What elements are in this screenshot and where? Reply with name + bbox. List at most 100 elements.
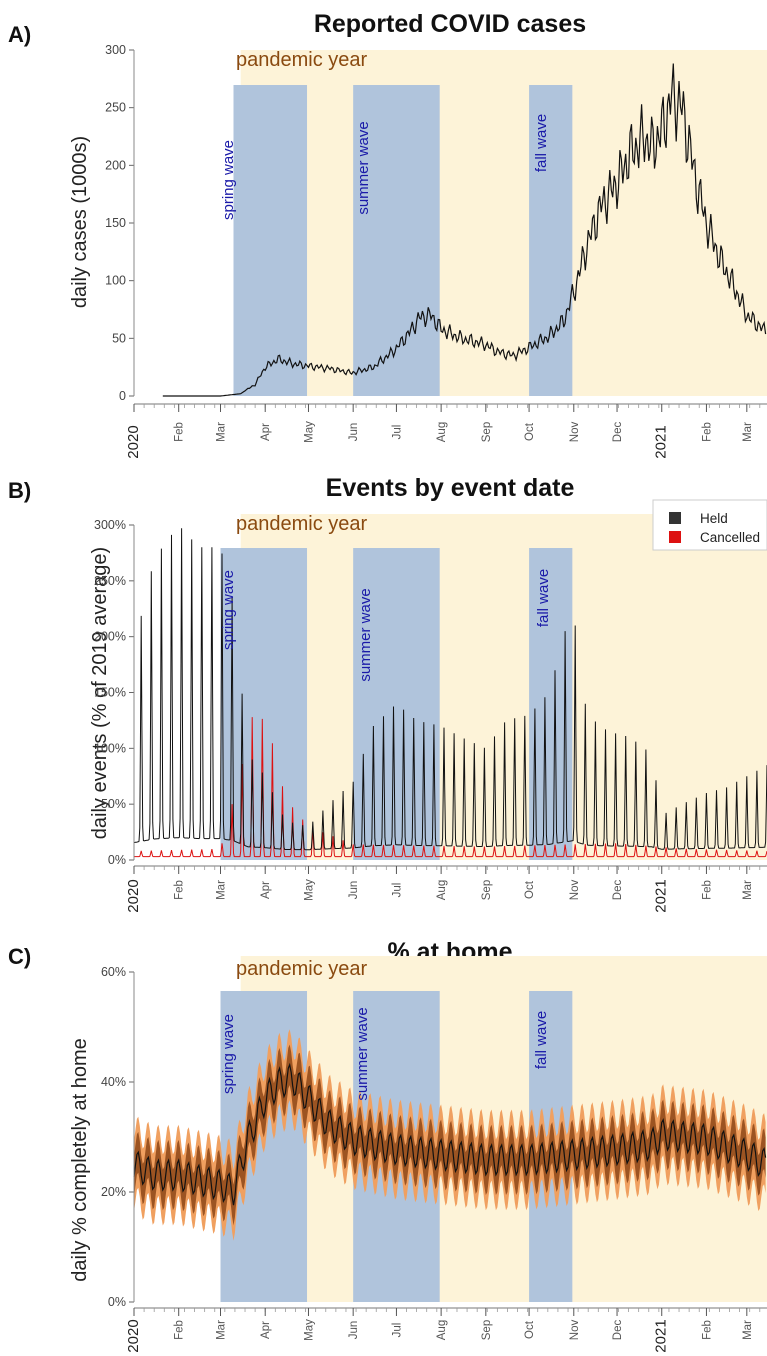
x-tick-label: Jul — [391, 1323, 403, 1338]
x-tick-label: Mar — [742, 1320, 754, 1340]
series-line-cases — [162, 63, 767, 397]
y-tick-label: 0% — [108, 853, 126, 867]
series-line-cancelled — [134, 717, 767, 858]
panel-c-chart: C) % at home daily % completely at home … — [8, 938, 767, 1353]
x-tick-label: 2021 — [653, 425, 670, 458]
panel-a-chart: A) Reported COVID cases daily cases (100… — [8, 10, 767, 459]
x-tick-label: 2021 — [653, 1319, 670, 1352]
y-tick-label: 300 — [105, 43, 126, 57]
x-tick-label: Feb — [174, 880, 186, 900]
x-tick-label: Jun — [348, 423, 360, 442]
x-tick-label: Jul — [391, 425, 403, 440]
legend-swatch-cancelled — [669, 531, 681, 543]
pandemic-year-label: pandemic year — [236, 49, 368, 71]
x-tick-label: Feb — [174, 422, 186, 442]
panel-a-ylabel: daily cases (1000s) — [69, 136, 91, 308]
wave-label-3: fall wave — [533, 114, 550, 172]
y-tick-label: 100% — [94, 741, 126, 755]
wave-shading-2 — [353, 85, 440, 396]
y-tick-label: 200 — [105, 158, 126, 172]
legend-swatch-held — [669, 512, 681, 524]
y-tick-label: 100 — [105, 274, 126, 288]
panel-c-label: C) — [8, 944, 31, 969]
panel-b-label: B) — [8, 478, 31, 503]
pandemic-year-label: pandemic year — [236, 958, 368, 980]
panel-a-plot: pandemic year spring wave summer wave fall … — [105, 43, 767, 459]
panel-b-ylabel: daily events (% of 2019 average) — [89, 547, 111, 839]
x-tick-label: May — [303, 879, 315, 901]
y-tick-label: 40% — [101, 1075, 126, 1089]
x-tick-label: Sep — [481, 880, 493, 900]
x-tick-label: Mar — [216, 1320, 228, 1340]
y-tick-label: 20% — [101, 1185, 126, 1199]
x-tick-label: Jun — [348, 881, 360, 900]
wave-label-3: fall wave — [535, 569, 552, 627]
x-tick-label: May — [303, 421, 315, 443]
wave-label-2: summer wave — [357, 588, 374, 681]
pandemic-year-label: pandemic year — [236, 513, 368, 535]
legend: Held Cancelled — [652, 499, 767, 551]
x-tick-label: Mar — [216, 880, 228, 900]
x-tick-label: Apr — [260, 423, 272, 441]
x-tick-label: 2021 — [653, 879, 670, 912]
panel-b-plot: pandemic year spring wave summer wave fall … — [94, 513, 767, 913]
pandemic-year-shading — [240, 50, 767, 396]
wave-label-1: spring wave — [220, 570, 237, 650]
x-tick-label: Aug — [436, 1320, 448, 1340]
band-inner — [134, 1044, 766, 1226]
y-tick-label: 150% — [94, 686, 126, 700]
wave-shading-3 — [529, 85, 573, 396]
panel-a-label: A) — [8, 22, 31, 47]
y-tick-label: 150 — [105, 216, 126, 230]
y-tick-label: 0% — [108, 1295, 126, 1309]
y-tick-label: 60% — [101, 965, 126, 979]
panel-c-plot: pandemic year spring wave summer wave fall … — [101, 956, 767, 1353]
x-tick-label: Dec — [612, 880, 624, 901]
x-tick-label: Sep — [481, 1320, 493, 1340]
x-tick-label: Mar — [742, 880, 754, 900]
x-tick-label: Feb — [701, 422, 713, 442]
wave-label-1: spring wave — [220, 1014, 237, 1094]
x-tick-label: Feb — [701, 880, 713, 900]
x-tick-label: Oct — [524, 1320, 536, 1339]
y-tick-label: 300% — [94, 518, 126, 532]
panel-b-title: Events by event date — [326, 474, 575, 502]
x-tick-label: Feb — [174, 1320, 186, 1340]
x-tick-label: 2020 — [125, 1319, 142, 1352]
panel-b-chart: B) Events by event date daily events (% … — [8, 474, 767, 913]
x-tick-label: Dec — [612, 422, 624, 443]
x-tick-label: Oct — [524, 422, 536, 441]
y-tick-label: 250 — [105, 101, 126, 115]
x-tick-label: 2020 — [125, 425, 142, 458]
y-tick-label: 50 — [112, 331, 126, 345]
x-tick-label: Sep — [481, 422, 493, 442]
panel-a-title: Reported COVID cases — [314, 10, 586, 38]
x-tick-label: Mar — [742, 422, 754, 442]
legend-label-held: Held — [700, 511, 728, 526]
x-tick-label: Jun — [348, 1321, 360, 1340]
x-tick-label: Nov — [569, 422, 581, 443]
x-tick-label: Feb — [701, 1320, 713, 1340]
y-tick-label: 200% — [94, 630, 126, 644]
x-tick-label: Mar — [216, 422, 228, 442]
x-tick-label: Nov — [569, 1320, 581, 1341]
wave-shading-1 — [233, 85, 308, 396]
x-tick-label: Jul — [391, 883, 403, 898]
wave-label-3: fall wave — [533, 1011, 550, 1069]
panel-c-ylabel: daily % completely at home — [69, 1038, 91, 1281]
x-tick-label: Aug — [436, 880, 448, 900]
x-tick-label: Apr — [260, 1321, 272, 1339]
x-tick-label: May — [303, 1319, 315, 1341]
wave-label-2: summer wave — [355, 121, 372, 214]
y-tick-label: 0 — [119, 389, 126, 403]
x-tick-label: Dec — [612, 1320, 624, 1341]
y-tick-label: 250% — [94, 574, 126, 588]
wave-label-2: summer wave — [354, 1007, 371, 1100]
y-tick-label: 50% — [101, 797, 126, 811]
legend-label-cancelled: Cancelled — [700, 530, 760, 545]
x-tick-label: 2020 — [125, 879, 142, 912]
wave-label-1: spring wave — [220, 140, 237, 220]
series-line-at-home — [133, 1062, 767, 1206]
series-line-held — [133, 528, 767, 851]
